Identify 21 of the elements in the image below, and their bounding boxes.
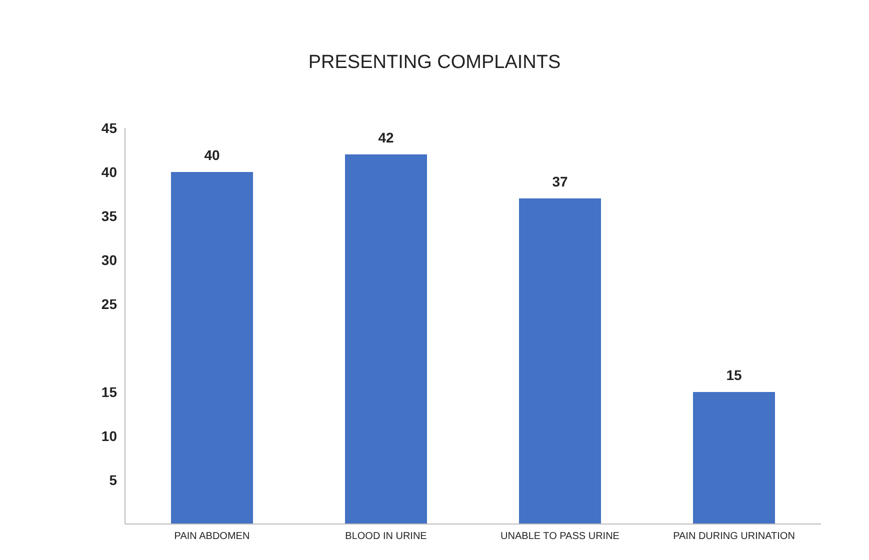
x-tick-label: BLOOD IN URINE [345,531,428,542]
bar [519,198,601,524]
data-label: 37 [552,173,568,190]
data-label: 40 [204,147,220,163]
y-tick-label: 10 [101,428,118,444]
chart-title: PRESENTING COMPLAINTS [307,52,562,74]
data-label: 15 [726,367,742,383]
y-tick-label: 25 [101,296,118,312]
x-tick-label: PAIN ABDOMEN [174,531,250,542]
y-tick-label: 5 [109,472,118,488]
y-tick-label: 35 [101,208,118,224]
x-tick-label: UNABLE TO PASS URINE [500,531,620,542]
y-tick-label: 45 [101,120,118,136]
bar [693,392,775,524]
y-tick-label: 15 [101,384,118,400]
bar [171,172,253,524]
y-tick-label: 30 [101,252,118,268]
data-label: 42 [378,129,394,146]
bar [345,154,427,524]
y-tick-label: 40 [101,164,118,180]
x-tick-label: PAIN DURING URINATION [673,531,795,542]
